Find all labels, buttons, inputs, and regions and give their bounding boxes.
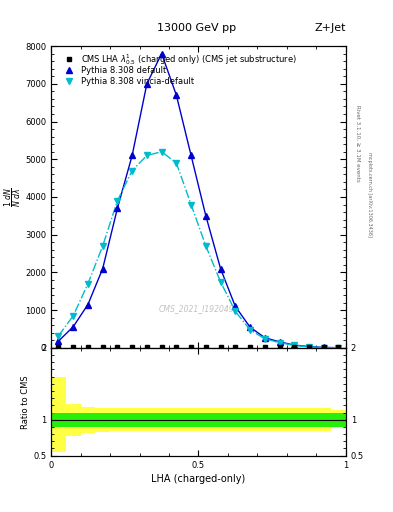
- Y-axis label: Ratio to CMS: Ratio to CMS: [21, 375, 30, 429]
- Pythia 8.308 vincia-default: [145, 153, 149, 159]
- CMS: [159, 344, 164, 350]
- Pythia 8.308 default: [100, 266, 105, 272]
- Pythia 8.308 vincia-default: [71, 313, 75, 319]
- Text: LHA $\lambda^{1}_{0.5}$ (charged only) (CMS jet substructure): LHA $\lambda^{1}_{0.5}$ (charged only) (…: [101, 52, 296, 67]
- Pythia 8.308 vincia-default: [336, 345, 341, 351]
- Pythia 8.308 default: [189, 153, 193, 159]
- Pythia 8.308 default: [233, 303, 238, 309]
- Legend: CMS, Pythia 8.308 default, Pythia 8.308 vincia-default: CMS, Pythia 8.308 default, Pythia 8.308 …: [57, 52, 197, 88]
- Pythia 8.308 default: [115, 205, 120, 211]
- Pythia 8.308 vincia-default: [292, 343, 297, 349]
- Pythia 8.308 default: [145, 81, 149, 87]
- CMS: [321, 344, 326, 350]
- Pythia 8.308 default: [174, 92, 179, 98]
- CMS: [174, 344, 179, 350]
- Text: CMS_2021_I1920497: CMS_2021_I1920497: [158, 304, 239, 313]
- Pythia 8.308 default: [292, 342, 297, 348]
- CMS: [218, 344, 223, 350]
- Pythia 8.308 default: [218, 266, 223, 272]
- Pythia 8.308 default: [56, 338, 61, 344]
- Pythia 8.308 default: [204, 213, 208, 219]
- Pythia 8.308 vincia-default: [174, 160, 179, 166]
- Pythia 8.308 vincia-default: [321, 345, 326, 351]
- Line: CMS: CMS: [56, 345, 341, 349]
- Pythia 8.308 default: [321, 345, 326, 351]
- CMS: [233, 344, 238, 350]
- Pythia 8.308 default: [86, 302, 90, 308]
- CMS: [336, 344, 341, 350]
- Text: 13000 GeV pp: 13000 GeV pp: [157, 23, 236, 33]
- Pythia 8.308 default: [336, 345, 341, 351]
- CMS: [307, 344, 311, 350]
- Y-axis label: $\frac{1}{N}\frac{dN}{d\lambda}$: $\frac{1}{N}\frac{dN}{d\lambda}$: [2, 187, 24, 207]
- CMS: [86, 344, 90, 350]
- CMS: [277, 344, 282, 350]
- Pythia 8.308 vincia-default: [115, 198, 120, 204]
- Pythia 8.308 vincia-default: [233, 308, 238, 314]
- CMS: [204, 344, 208, 350]
- CMS: [130, 344, 134, 350]
- Pythia 8.308 default: [307, 344, 311, 350]
- X-axis label: LHA (charged-only): LHA (charged-only): [151, 474, 246, 484]
- Pythia 8.308 vincia-default: [218, 279, 223, 285]
- CMS: [292, 344, 297, 350]
- CMS: [115, 344, 120, 350]
- Pythia 8.308 vincia-default: [277, 339, 282, 346]
- CMS: [189, 344, 193, 350]
- Pythia 8.308 default: [263, 335, 267, 341]
- Pythia 8.308 vincia-default: [248, 327, 252, 333]
- Pythia 8.308 vincia-default: [100, 243, 105, 249]
- CMS: [56, 344, 61, 350]
- Pythia 8.308 default: [277, 339, 282, 345]
- Line: Pythia 8.308 vincia-default: Pythia 8.308 vincia-default: [56, 149, 341, 351]
- Pythia 8.308 default: [130, 153, 134, 159]
- Text: Z+Jet: Z+Jet: [314, 23, 346, 33]
- CMS: [71, 344, 75, 350]
- CMS: [248, 344, 252, 350]
- Pythia 8.308 vincia-default: [204, 243, 208, 249]
- Pythia 8.308 vincia-default: [307, 344, 311, 350]
- Pythia 8.308 default: [159, 51, 164, 57]
- Pythia 8.308 default: [71, 324, 75, 330]
- Pythia 8.308 vincia-default: [159, 148, 164, 155]
- Pythia 8.308 vincia-default: [263, 336, 267, 342]
- Line: Pythia 8.308 default: Pythia 8.308 default: [56, 51, 341, 351]
- Text: Rivet 3.1.10, ≥ 3.1M events: Rivet 3.1.10, ≥ 3.1M events: [356, 105, 361, 182]
- Pythia 8.308 vincia-default: [86, 281, 90, 287]
- Pythia 8.308 default: [248, 324, 252, 330]
- CMS: [263, 344, 267, 350]
- Pythia 8.308 vincia-default: [130, 167, 134, 174]
- Pythia 8.308 vincia-default: [56, 333, 61, 339]
- Pythia 8.308 vincia-default: [189, 201, 193, 207]
- Text: mcplots.cern.ch [arXiv:1306.3436]: mcplots.cern.ch [arXiv:1306.3436]: [367, 152, 373, 237]
- CMS: [100, 344, 105, 350]
- CMS: [145, 344, 149, 350]
